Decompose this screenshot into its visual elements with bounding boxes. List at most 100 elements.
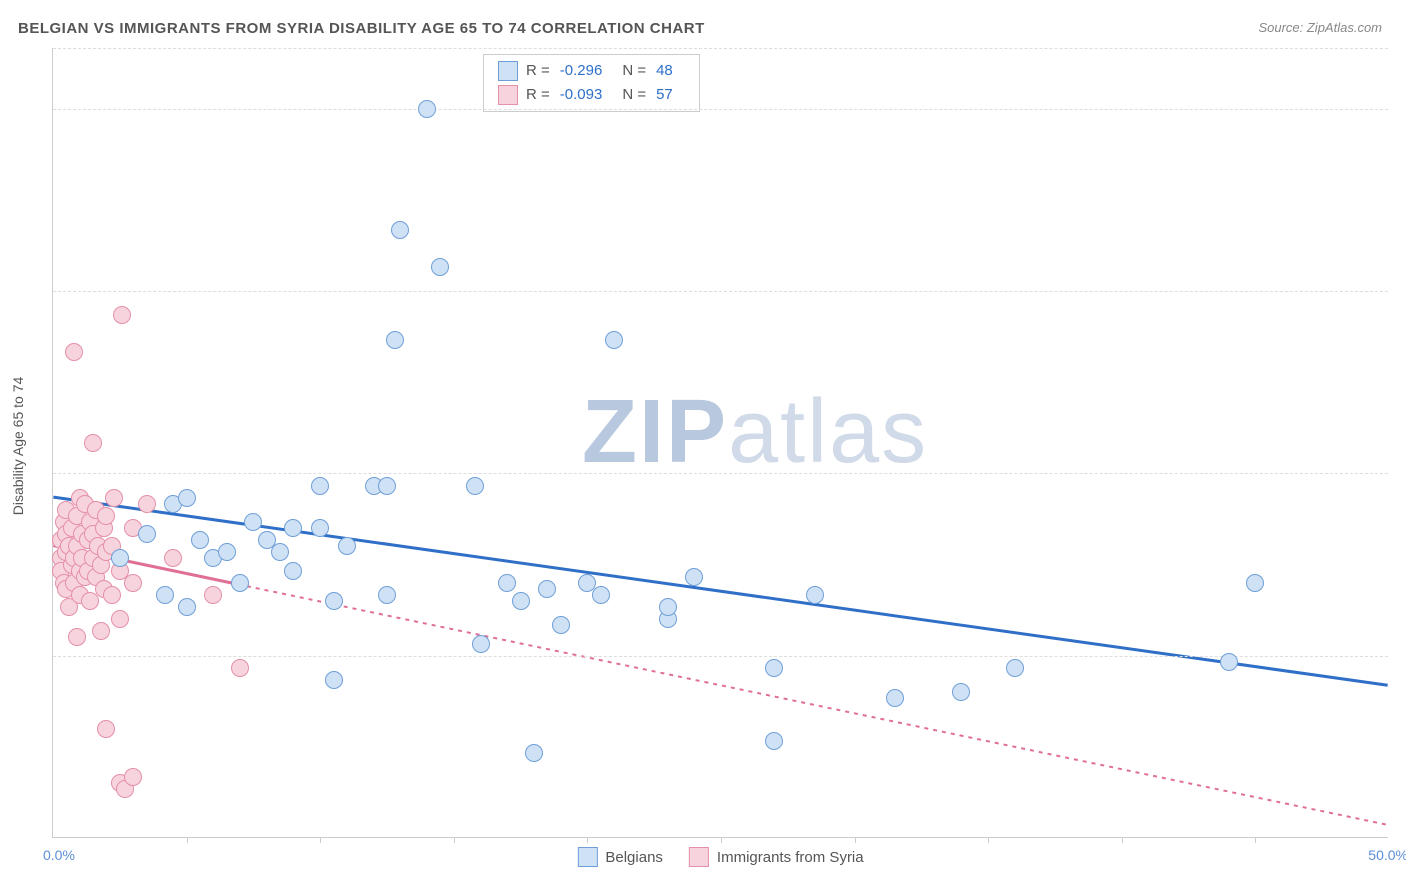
correlation-legend: R = -0.296 N = 48R = -0.093 N = 57 <box>483 54 700 112</box>
x-tick <box>320 837 321 843</box>
data-point <box>178 489 196 507</box>
x-tick <box>587 837 588 843</box>
data-point <box>378 586 396 604</box>
data-point <box>103 586 121 604</box>
data-point <box>525 744 543 762</box>
data-point <box>538 580 556 598</box>
data-point <box>156 586 174 604</box>
data-point <box>498 574 516 592</box>
data-point <box>431 258 449 276</box>
x-tick <box>855 837 856 843</box>
data-point <box>218 543 236 561</box>
watermark-atlas: atlas <box>728 382 928 482</box>
x-tick <box>721 837 722 843</box>
watermark: ZIPatlas <box>582 381 928 484</box>
data-point <box>512 592 530 610</box>
x-tick <box>1122 837 1123 843</box>
data-point <box>659 598 677 616</box>
data-point <box>325 592 343 610</box>
legend-row: R =-0.296N =48 <box>498 59 685 83</box>
legend-r-value: -0.296 <box>560 59 603 83</box>
data-point <box>311 477 329 495</box>
x-tick <box>454 837 455 843</box>
data-point <box>284 562 302 580</box>
data-point <box>84 434 102 452</box>
data-point <box>391 221 409 239</box>
data-point <box>806 586 824 604</box>
data-point <box>1220 653 1238 671</box>
data-point <box>244 513 262 531</box>
data-point <box>472 635 490 653</box>
data-point <box>338 537 356 555</box>
legend-n-label: N = <box>622 83 646 107</box>
data-point <box>231 659 249 677</box>
data-point <box>386 331 404 349</box>
data-point <box>178 598 196 616</box>
x-tick <box>1255 837 1256 843</box>
legend-swatch <box>498 85 518 105</box>
data-point <box>138 495 156 513</box>
legend-n-value: 57 <box>656 83 673 107</box>
data-point <box>111 610 129 628</box>
data-point <box>685 568 703 586</box>
x-tick <box>988 837 989 843</box>
data-point <box>97 507 115 525</box>
regression-line <box>53 546 1387 825</box>
regression-lines <box>53 48 1388 837</box>
chart-title: BELGIAN VS IMMIGRANTS FROM SYRIA DISABIL… <box>18 20 705 37</box>
legend-r-label: R = <box>526 83 550 107</box>
data-point <box>191 531 209 549</box>
data-point <box>466 477 484 495</box>
data-point <box>765 732 783 750</box>
data-point <box>765 659 783 677</box>
data-point <box>111 549 129 567</box>
data-point <box>68 628 86 646</box>
data-point <box>378 477 396 495</box>
data-point <box>138 525 156 543</box>
data-point <box>271 543 289 561</box>
data-point <box>65 343 83 361</box>
gridline-h <box>53 473 1388 474</box>
data-point <box>605 331 623 349</box>
data-point <box>231 574 249 592</box>
data-point <box>552 616 570 634</box>
legend-n-label: N = <box>622 59 646 83</box>
legend-swatch <box>689 847 709 867</box>
data-point <box>92 622 110 640</box>
x-tick <box>187 837 188 843</box>
legend-swatch <box>577 847 597 867</box>
legend-item: Belgians <box>577 847 663 867</box>
data-point <box>97 720 115 738</box>
gridline-h <box>53 109 1388 110</box>
source-attribution: Source: ZipAtlas.com <box>1258 20 1382 35</box>
gridline-h <box>53 48 1388 49</box>
x-axis-start-label: 0.0% <box>43 847 75 863</box>
y-axis-label: Disability Age 65 to 74 <box>10 377 26 516</box>
data-point <box>124 768 142 786</box>
data-point <box>311 519 329 537</box>
data-point <box>886 689 904 707</box>
legend-swatch <box>498 61 518 81</box>
data-point <box>105 489 123 507</box>
legend-r-value: -0.093 <box>560 83 603 107</box>
data-point <box>1006 659 1024 677</box>
data-point <box>418 100 436 118</box>
legend-n-value: 48 <box>656 59 673 83</box>
data-point <box>204 586 222 604</box>
legend-item: Immigrants from Syria <box>689 847 864 867</box>
data-point <box>124 574 142 592</box>
legend-row: R = -0.093 N = 57 <box>498 83 685 107</box>
gridline-h <box>53 656 1388 657</box>
series-legend: Belgians Immigrants from Syria <box>577 847 863 867</box>
data-point <box>952 683 970 701</box>
data-point <box>325 671 343 689</box>
data-point <box>164 549 182 567</box>
watermark-zip: ZIP <box>582 382 728 482</box>
scatter-chart: ZIPatlas R =-0.296N =48R =-0.093N =57 0.… <box>52 48 1388 838</box>
data-point <box>113 306 131 324</box>
data-point <box>284 519 302 537</box>
data-point <box>592 586 610 604</box>
legend-label: Belgians <box>605 849 663 866</box>
legend-label: Immigrants from Syria <box>717 849 864 866</box>
x-axis-end-label: 50.0% <box>1368 847 1406 863</box>
